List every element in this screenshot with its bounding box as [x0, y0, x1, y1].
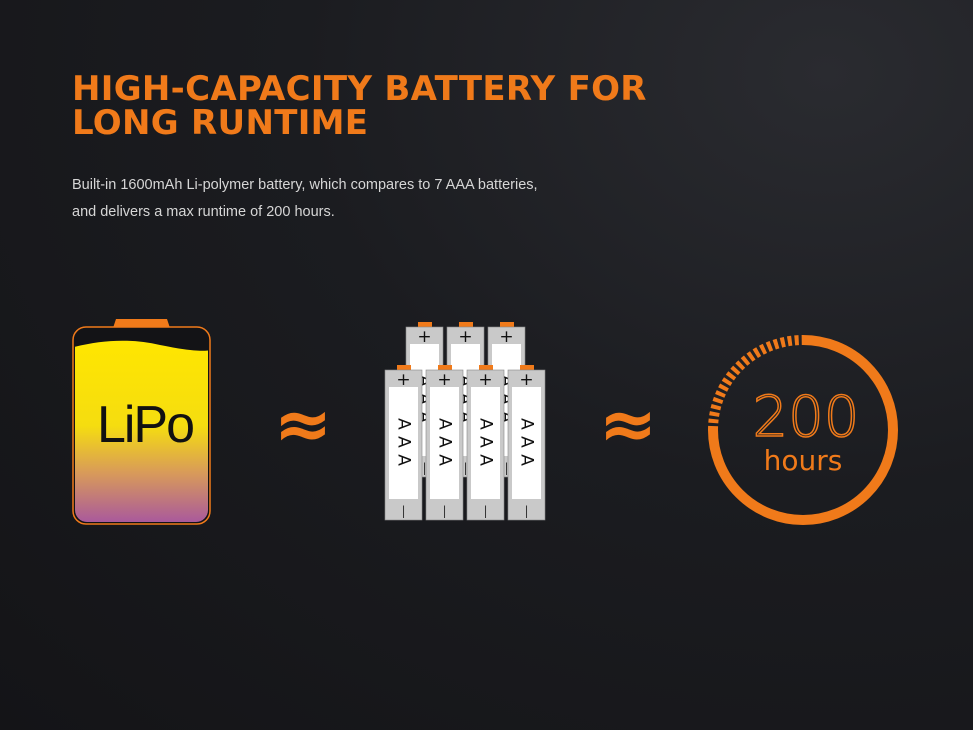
minus-sign: |: [463, 461, 467, 475]
runtime-unit: hours: [764, 444, 843, 477]
minus-sign: |: [422, 461, 426, 475]
aaa-cap: [418, 322, 432, 328]
title-line-1: HIGH-CAPACITY BATTERY FOR: [72, 69, 647, 109]
plus-sign: +: [417, 327, 431, 347]
minus-sign: |: [442, 504, 446, 518]
lipo-battery-icon: LiPo: [72, 319, 211, 525]
aaa-text: AAA: [517, 418, 537, 472]
minus-sign: |: [504, 461, 508, 475]
description-line-2: and delivers a max runtime of 200 hours.: [72, 204, 335, 220]
minus-sign: |: [524, 504, 528, 518]
page-title: HIGH-CAPACITY BATTERY FOR LONG RUNTIME: [72, 72, 647, 140]
plus-sign: +: [458, 327, 472, 347]
aaa-cap: [500, 322, 514, 328]
aaa-batteries-icon: +|AAA+|AAA+|AAA+|AAA+|AAA+|AAA+|AAA: [384, 322, 546, 521]
description-line-1: Built-in 1600mAh Li-polymer battery, whi…: [72, 177, 538, 193]
aaa-cap: [438, 365, 452, 371]
aaa-label-area: [389, 387, 418, 499]
aaa-label-area: [471, 387, 500, 499]
aaa-text: AAA: [476, 418, 496, 472]
aaa-label-area: [430, 387, 459, 499]
minus-sign: |: [401, 504, 405, 518]
minus-sign: |: [483, 504, 487, 518]
plus-sign: +: [396, 370, 410, 390]
runtime-value: 200: [753, 385, 860, 450]
aaa-text: AAA: [394, 418, 414, 472]
runtime-ring-icon: 200 hours: [708, 335, 898, 525]
aaa-label-area: [512, 387, 541, 499]
aaa-text: AAA: [435, 418, 455, 472]
aaa-cap: [520, 365, 534, 371]
lipo-label: LiPo: [97, 396, 193, 454]
description: Built-in 1600mAh Li-polymer battery, whi…: [72, 172, 538, 226]
plus-sign: +: [519, 370, 533, 390]
plus-sign: +: [478, 370, 492, 390]
aaa-cap: [479, 365, 493, 371]
aaa-cap: [397, 365, 411, 371]
approx-symbol-2: ≈: [599, 383, 658, 465]
title-line-2: LONG RUNTIME: [72, 103, 369, 143]
plus-sign: +: [499, 327, 513, 347]
approx-symbol-1: ≈: [274, 383, 333, 465]
aaa-cap: [459, 322, 473, 328]
plus-sign: +: [437, 370, 451, 390]
